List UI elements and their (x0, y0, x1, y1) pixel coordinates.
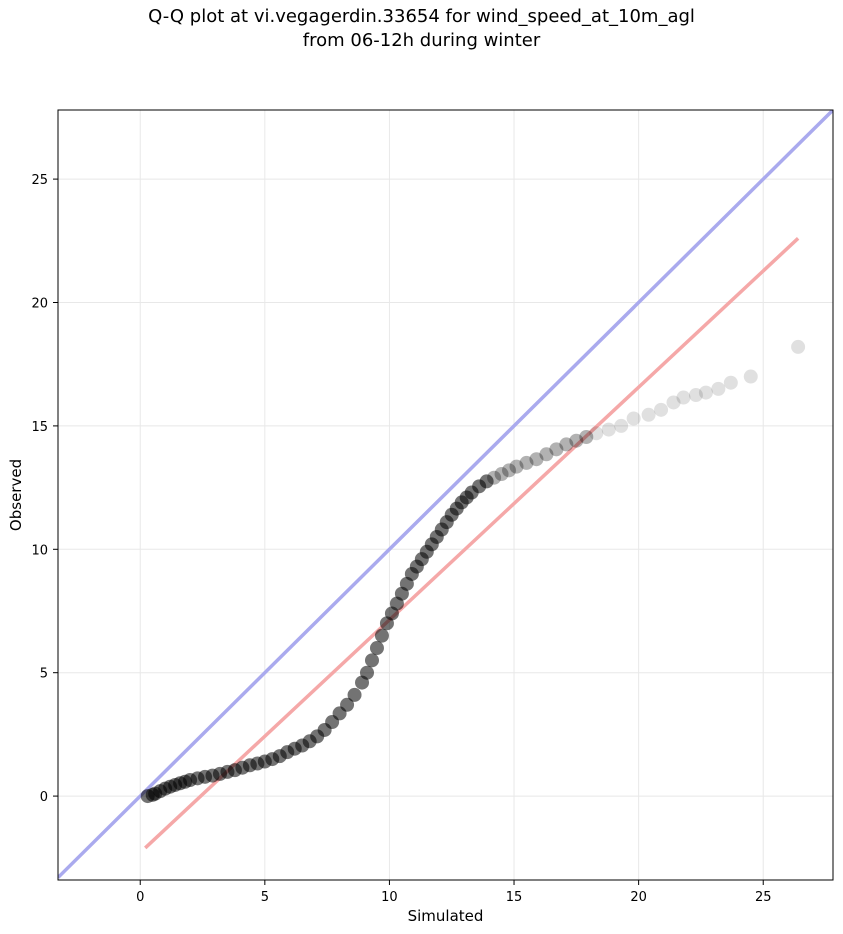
data-point (502, 463, 517, 478)
data-point (487, 470, 502, 485)
data-point (369, 641, 384, 656)
data-point (374, 628, 389, 643)
data-point (494, 467, 509, 482)
data-point (666, 395, 681, 410)
chart-title: Q-Q plot at vi.vegagerdin.33654 for wind… (148, 6, 695, 27)
y-tick-label: 25 (31, 173, 48, 188)
data-point (539, 447, 554, 462)
y-tick-label: 20 (31, 297, 48, 312)
y-axis-ticks: 0 5 10 15 20 25 (31, 173, 58, 805)
x-tick-label: 15 (506, 890, 523, 905)
y-tick-label: 0 (40, 790, 48, 805)
reference-lines (58, 110, 833, 879)
x-tick-label: 10 (381, 890, 398, 905)
data-point (791, 339, 806, 354)
data-point (509, 459, 524, 474)
grid (58, 110, 833, 880)
chart-subtitle: from 06-12h during winter (302, 30, 541, 51)
data-point (601, 422, 616, 437)
data-point (519, 455, 534, 470)
data-point (347, 687, 362, 702)
y-axis-label: Observed (7, 459, 25, 531)
data-point (688, 388, 703, 403)
x-tick-label: 20 (630, 890, 647, 905)
data-points (140, 339, 806, 804)
data-point (641, 407, 656, 422)
y-tick-label: 15 (31, 420, 48, 435)
data-point (569, 433, 584, 448)
data-point (743, 369, 758, 384)
x-tick-label: 25 (755, 890, 772, 905)
x-axis-label: Simulated (408, 907, 484, 925)
data-point (626, 411, 641, 426)
data-point (340, 697, 355, 712)
data-point (698, 385, 713, 400)
data-point (579, 430, 594, 445)
data-point (360, 665, 375, 680)
data-point (589, 426, 604, 441)
x-tick-label: 0 (136, 890, 144, 905)
y-tick-label: 10 (31, 543, 48, 558)
fit-line (144, 237, 800, 850)
data-point (549, 442, 564, 457)
data-point (723, 375, 738, 390)
data-point (529, 452, 544, 467)
plot-frame (57, 109, 834, 881)
x-tick-label: 5 (261, 890, 269, 905)
data-point (559, 437, 574, 452)
data-point (364, 653, 379, 668)
x-axis-ticks: 0 5 10 15 20 25 (136, 880, 771, 905)
y-tick-label: 5 (40, 667, 48, 682)
data-point (479, 474, 494, 489)
data-point (614, 418, 629, 433)
identity-line (58, 110, 833, 879)
data-point (676, 390, 691, 405)
data-point (711, 381, 726, 396)
data-point (654, 402, 669, 417)
